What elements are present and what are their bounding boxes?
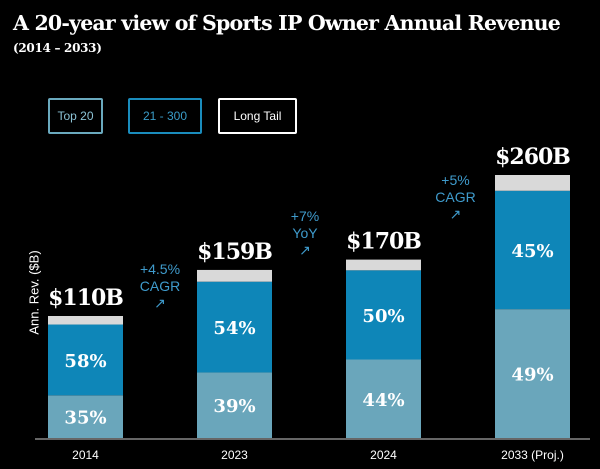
arrow-up-right-icon: ↗	[449, 206, 462, 222]
x-tick-label: 2024	[370, 448, 397, 462]
segment-label: 39%	[213, 396, 255, 417]
annotation-label: YoY	[292, 225, 318, 241]
x-tick-label: 2033 (Proj.)	[501, 448, 564, 462]
annotation-value: +7%	[290, 208, 320, 224]
legend-top-20[interactable]: Top 20	[48, 98, 103, 134]
legend-21-300[interactable]: 21 - 300	[128, 98, 202, 134]
bar-segment-long-tail	[495, 175, 570, 191]
bar-segment-top-20	[346, 359, 421, 438]
bar-segment-21-300	[197, 281, 272, 373]
annotation-label: CAGR	[435, 189, 476, 205]
segment-label: 45%	[511, 241, 553, 262]
segment-label: 35%	[64, 408, 106, 429]
bar-segment-long-tail	[346, 259, 421, 271]
arrow-up-right-icon: ↗	[154, 295, 166, 311]
bar-segment-top-20	[197, 372, 272, 438]
segment-label: 44%	[362, 390, 404, 411]
annotation-label: CAGR	[139, 278, 181, 294]
annotation-cagr-2024-2033: +5% CAGR ↗	[428, 172, 483, 223]
annotation-value: +4.5%	[139, 261, 181, 277]
total-label: $159B	[197, 239, 272, 265]
legend-long-tail[interactable]: Long Tail	[218, 98, 297, 134]
bar-segment-long-tail	[48, 316, 123, 325]
x-tick-label: 2023	[221, 448, 248, 462]
total-label: $110B	[48, 285, 123, 311]
total-label: $170B	[346, 229, 421, 255]
annotation-cagr-2014-2023: +4.5% CAGR ↗	[130, 261, 190, 312]
chart-subtitle: (2014 – 2033)	[13, 41, 102, 55]
bar-segment-21-300	[48, 324, 123, 396]
x-tick-label: 2014	[72, 448, 99, 462]
total-label: $260B	[495, 144, 570, 170]
bar-segment-21-300	[495, 190, 570, 310]
segment-label: 49%	[511, 365, 553, 386]
chart-title: A 20-year view of Sports IP Owner Annual…	[13, 11, 561, 35]
segment-label: 54%	[213, 318, 255, 339]
annotation-value: +5%	[441, 172, 470, 188]
segment-label: 58%	[64, 351, 106, 372]
segment-label: 50%	[362, 306, 404, 327]
bar-segment-top-20	[495, 309, 570, 438]
arrow-up-right-icon: ↗	[299, 242, 311, 258]
bar-segment-21-300	[346, 270, 421, 360]
annotation-yoy-2023-2024: +7% YoY ↗	[280, 208, 330, 259]
bar-segment-long-tail	[197, 269, 272, 282]
bar-segment-top-20	[48, 395, 123, 438]
